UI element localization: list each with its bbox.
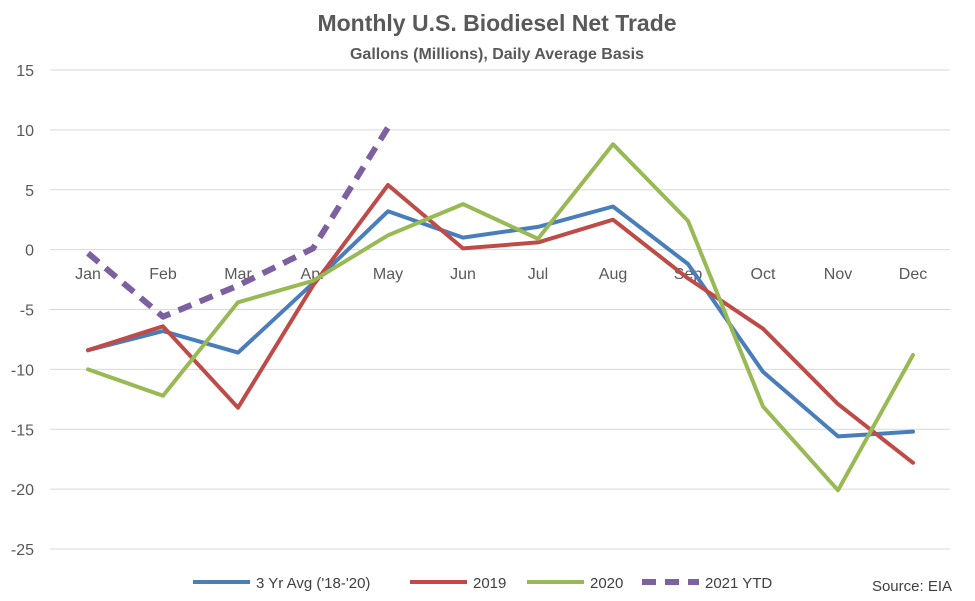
y-axis-labels: 15 10 5 0 -5 -10 -15 -20 -25 — [11, 63, 34, 559]
y-tick-label: -5 — [20, 303, 34, 320]
legend-label: 2021 YTD — [705, 575, 772, 592]
chart-subtitle: Gallons (Millions), Daily Average Basis — [350, 46, 644, 63]
y-tick-label: -20 — [11, 482, 34, 499]
x-tick-label: Oct — [751, 266, 776, 283]
chart-title: Monthly U.S. Biodiesel Net Trade — [317, 10, 676, 36]
legend-label: 2020 — [590, 575, 623, 592]
y-tick-label: -25 — [11, 542, 34, 559]
x-tick-label: Sep — [674, 266, 703, 283]
y-tick-label: -15 — [11, 422, 34, 439]
series-lines — [86, 125, 915, 493]
x-tick-label: Jun — [450, 266, 476, 283]
y-tick-label: 15 — [16, 63, 34, 80]
x-tick-label: Feb — [149, 266, 177, 283]
series-line-2 — [86, 142, 915, 493]
source-note: Source: EIA — [872, 578, 952, 595]
y-tick-label: 10 — [16, 123, 34, 140]
y-tick-label: -10 — [11, 362, 34, 379]
x-tick-label: Aug — [599, 266, 627, 283]
y-tick-label: 5 — [25, 183, 34, 200]
series-line-3 — [86, 125, 391, 320]
series-line-0 — [86, 204, 915, 439]
y-tick-label: 0 — [25, 243, 34, 260]
x-axis-labels: Jan Feb Mar Apr May Jun Jul Aug Sep Oct Nov Dec — [75, 266, 927, 283]
legend: 3 Yr Avg ('18-'20) 2019 2020 2021 YTD — [193, 575, 772, 592]
x-tick-label: Nov — [824, 266, 852, 283]
x-tick-label: Jan — [75, 266, 101, 283]
x-tick-label: Jul — [528, 266, 548, 283]
legend-label: 3 Yr Avg ('18-'20) — [256, 575, 370, 592]
x-tick-label: May — [373, 266, 403, 283]
x-tick-label: Dec — [899, 266, 927, 283]
legend-label: 2019 — [473, 575, 506, 592]
series-line-1 — [86, 183, 915, 465]
